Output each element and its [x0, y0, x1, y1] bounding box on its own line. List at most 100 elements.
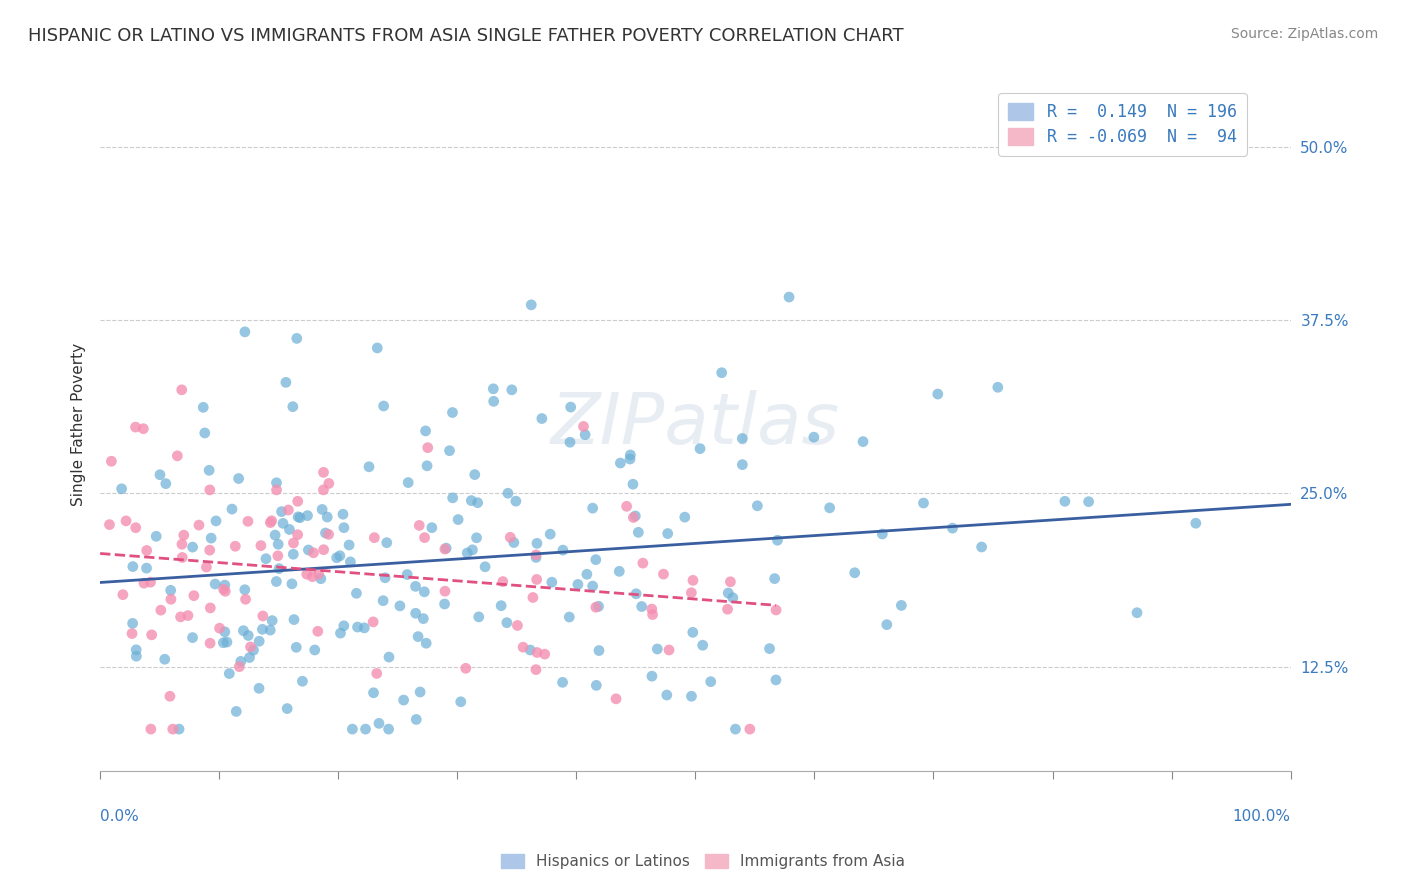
Point — [366, 341, 388, 355]
Point — [132, 576, 155, 591]
Point — [247, 681, 270, 696]
Point — [361, 615, 384, 629]
Point — [758, 641, 780, 656]
Point — [716, 602, 738, 616]
Point — [375, 535, 398, 549]
Point — [329, 549, 352, 563]
Point — [574, 427, 596, 442]
Point — [447, 512, 470, 526]
Point — [228, 659, 250, 673]
Point — [872, 527, 894, 541]
Point — [377, 722, 399, 736]
Point — [765, 603, 787, 617]
Point — [224, 539, 246, 553]
Point — [482, 382, 505, 396]
Point — [208, 621, 231, 635]
Point — [519, 643, 541, 657]
Point — [283, 547, 305, 561]
Point — [229, 654, 252, 668]
Point — [717, 586, 740, 600]
Point — [460, 493, 482, 508]
Point — [605, 691, 627, 706]
Point — [277, 503, 299, 517]
Point — [396, 567, 419, 582]
Point — [318, 527, 340, 541]
Point — [890, 599, 912, 613]
Point — [139, 722, 162, 736]
Point — [315, 526, 337, 541]
Point — [489, 599, 512, 613]
Point — [433, 542, 456, 557]
Point — [388, 599, 411, 613]
Point — [153, 652, 176, 666]
Text: 0.0%: 0.0% — [100, 809, 139, 824]
Point — [641, 669, 664, 683]
Point — [630, 599, 652, 614]
Point — [681, 585, 703, 599]
Point — [912, 496, 935, 510]
Point — [281, 577, 304, 591]
Point — [1053, 494, 1076, 508]
Point — [499, 530, 522, 544]
Point — [409, 685, 432, 699]
Point — [619, 452, 641, 467]
Point — [236, 514, 259, 528]
Point — [681, 690, 703, 704]
Text: 100.0%: 100.0% — [1233, 809, 1291, 824]
Point — [689, 442, 711, 456]
Legend: Hispanics or Latinos, Immigrants from Asia: Hispanics or Latinos, Immigrants from As… — [495, 848, 911, 875]
Point — [287, 527, 309, 541]
Point — [1077, 494, 1099, 508]
Point — [342, 722, 364, 736]
Point — [214, 578, 236, 592]
Point — [307, 624, 329, 639]
Point — [456, 546, 478, 560]
Point — [363, 686, 385, 700]
Point — [218, 666, 240, 681]
Point — [588, 599, 610, 614]
Point — [624, 587, 647, 601]
Point — [270, 505, 292, 519]
Point — [641, 602, 664, 616]
Point — [512, 640, 534, 655]
Point — [501, 383, 523, 397]
Point — [332, 507, 354, 521]
Point — [363, 531, 385, 545]
Point — [415, 636, 437, 650]
Point — [333, 521, 356, 535]
Point — [538, 527, 561, 541]
Point — [170, 383, 193, 397]
Point — [405, 607, 427, 621]
Point — [316, 510, 339, 524]
Point — [262, 614, 284, 628]
Point — [159, 583, 181, 598]
Point — [287, 509, 309, 524]
Point — [238, 628, 260, 642]
Point — [433, 584, 456, 599]
Point — [778, 290, 800, 304]
Point — [368, 716, 391, 731]
Point — [533, 647, 555, 661]
Point — [181, 631, 204, 645]
Point — [291, 674, 314, 689]
Point — [607, 565, 630, 579]
Point — [439, 443, 461, 458]
Point — [765, 673, 787, 687]
Point — [495, 615, 517, 630]
Point — [325, 550, 347, 565]
Point — [149, 467, 172, 482]
Point — [100, 454, 122, 468]
Legend: R =  0.149  N = 196, R = -0.069  N =  94: R = 0.149 N = 196, R = -0.069 N = 94 — [998, 93, 1247, 156]
Point — [540, 575, 562, 590]
Point — [658, 643, 681, 657]
Point — [304, 643, 326, 657]
Point — [195, 560, 218, 574]
Point — [200, 601, 222, 615]
Point — [987, 380, 1010, 394]
Point — [247, 634, 270, 648]
Point — [225, 705, 247, 719]
Point — [266, 574, 288, 589]
Point — [803, 430, 825, 444]
Point — [551, 675, 574, 690]
Text: HISPANIC OR LATINO VS IMMIGRANTS FROM ASIA SINGLE FATHER POVERTY CORRELATION CHA: HISPANIC OR LATINO VS IMMIGRANTS FROM AS… — [28, 27, 904, 45]
